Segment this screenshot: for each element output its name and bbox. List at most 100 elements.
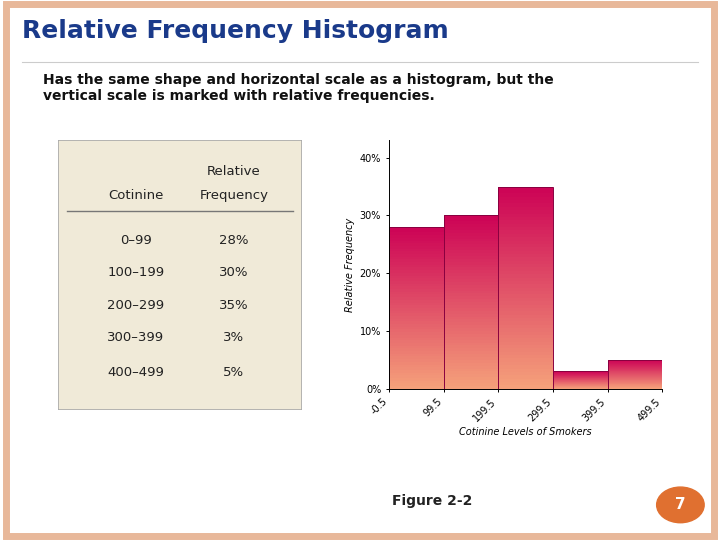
Bar xyxy=(389,262,444,265)
Bar xyxy=(444,293,498,296)
Bar xyxy=(444,233,498,236)
Bar xyxy=(444,340,498,342)
Bar xyxy=(389,273,444,275)
Bar xyxy=(444,357,498,360)
Bar xyxy=(444,279,498,282)
Bar xyxy=(498,348,553,352)
Bar xyxy=(389,286,444,289)
Bar xyxy=(389,332,444,335)
Bar xyxy=(498,278,553,281)
Circle shape xyxy=(657,487,704,523)
Bar xyxy=(444,296,498,299)
Bar xyxy=(444,291,498,293)
Bar xyxy=(389,364,444,367)
Bar xyxy=(444,383,498,386)
Bar xyxy=(498,231,553,234)
Y-axis label: Relative Frequency: Relative Frequency xyxy=(346,218,356,312)
Bar xyxy=(444,230,498,233)
Bar xyxy=(498,251,553,254)
Bar xyxy=(498,352,553,355)
FancyBboxPatch shape xyxy=(58,140,302,410)
Text: 200–299: 200–299 xyxy=(107,299,164,312)
Bar xyxy=(444,316,498,320)
Bar xyxy=(498,338,553,342)
Bar xyxy=(444,256,498,259)
Bar xyxy=(444,360,498,363)
Bar xyxy=(444,348,498,351)
Bar xyxy=(498,345,553,348)
Text: 100–199: 100–199 xyxy=(107,266,164,279)
Text: Has the same shape and horizontal scale as a histogram, but the
vertical scale i: Has the same shape and horizontal scale … xyxy=(43,73,554,103)
Bar xyxy=(498,386,553,389)
Bar xyxy=(444,322,498,325)
Bar xyxy=(444,247,498,250)
Bar xyxy=(444,241,498,245)
Bar xyxy=(444,374,498,377)
Bar xyxy=(389,256,444,259)
Bar xyxy=(389,278,444,281)
Text: 300–399: 300–399 xyxy=(107,331,164,344)
Bar xyxy=(498,187,553,190)
Bar xyxy=(444,372,498,374)
Bar xyxy=(444,276,498,279)
Bar xyxy=(444,221,498,224)
Bar xyxy=(389,319,444,321)
Bar xyxy=(444,218,498,221)
Bar xyxy=(444,380,498,383)
Bar xyxy=(498,258,553,261)
Bar xyxy=(444,253,498,256)
Bar xyxy=(498,318,553,321)
Bar xyxy=(498,207,553,210)
Bar xyxy=(444,262,498,265)
Bar xyxy=(389,362,444,364)
Bar xyxy=(444,351,498,354)
Bar xyxy=(389,270,444,273)
Bar xyxy=(389,373,444,375)
Bar xyxy=(498,197,553,200)
Bar xyxy=(389,378,444,381)
Bar xyxy=(444,215,498,389)
Bar xyxy=(444,302,498,305)
Bar xyxy=(498,332,553,335)
Bar xyxy=(498,298,553,301)
Bar xyxy=(498,372,553,375)
Bar xyxy=(498,375,553,379)
Bar xyxy=(444,354,498,357)
Text: 7: 7 xyxy=(675,497,685,512)
Bar xyxy=(389,267,444,270)
Bar xyxy=(498,321,553,325)
Bar xyxy=(444,282,498,285)
Bar xyxy=(498,244,553,247)
Bar xyxy=(389,281,444,284)
Bar xyxy=(389,232,444,235)
Bar xyxy=(498,187,553,389)
Bar xyxy=(498,234,553,237)
Text: 5%: 5% xyxy=(223,366,244,379)
Bar xyxy=(498,204,553,207)
Bar xyxy=(444,224,498,227)
Bar xyxy=(444,299,498,302)
Bar xyxy=(498,254,553,258)
Text: 30%: 30% xyxy=(219,266,248,279)
Bar xyxy=(389,367,444,370)
Bar xyxy=(389,246,444,248)
Bar xyxy=(389,259,444,262)
Bar xyxy=(498,193,553,197)
Bar xyxy=(498,362,553,365)
Text: Frequency: Frequency xyxy=(199,189,269,202)
Bar xyxy=(389,370,444,373)
Bar xyxy=(389,300,444,302)
Bar xyxy=(444,285,498,288)
Bar xyxy=(444,273,498,276)
Bar xyxy=(498,227,553,231)
Bar xyxy=(498,365,553,369)
Bar xyxy=(498,274,553,278)
Bar xyxy=(498,220,553,224)
Bar xyxy=(498,200,553,204)
Bar xyxy=(444,288,498,291)
Bar xyxy=(498,240,553,244)
Bar xyxy=(498,271,553,274)
Bar xyxy=(444,227,498,230)
Bar xyxy=(444,342,498,346)
Bar xyxy=(498,190,553,193)
